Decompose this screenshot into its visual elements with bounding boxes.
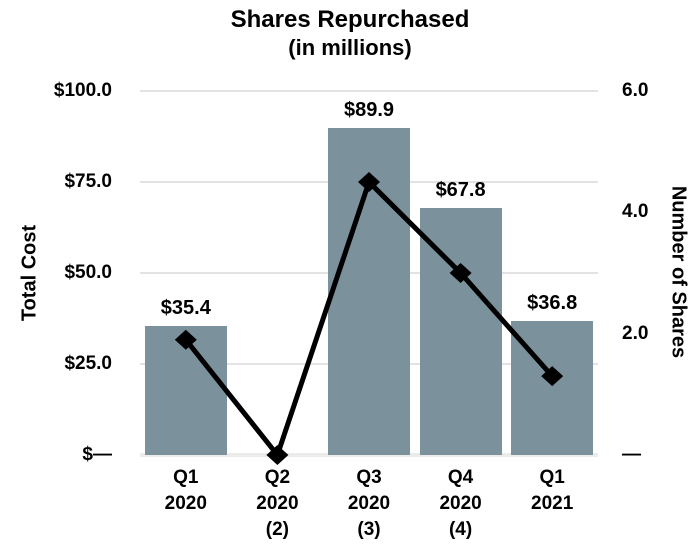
x-axis-category-label: Q4 2020 (4) <box>415 465 507 543</box>
diamond-marker <box>358 172 380 192</box>
right-axis-tick: 2.0 <box>622 322 649 344</box>
x-axis-category-label: Q1 2021 <box>506 465 598 517</box>
chart-subtitle: (in millions) <box>288 35 412 60</box>
chart-title-line: Shares Repurchased <box>230 6 470 33</box>
right-axis-tick: 6.0 <box>622 80 649 101</box>
x-axis-category-label: Q2 2020 (2) <box>231 465 323 543</box>
diamond-marker <box>266 445 289 465</box>
gridline <box>140 90 598 92</box>
gridline <box>140 453 598 457</box>
bar-data-label: $89.9 <box>343 98 395 121</box>
bar-data-label: $67.8 <box>435 179 486 202</box>
x-axis-label-line: Q1 <box>539 467 565 488</box>
x-axis-label-line: 2020 <box>347 493 391 514</box>
plot-area: $35.4 $89.9 $67.8 $36.8 <box>140 90 598 465</box>
bar-data-label: $36.8 <box>527 292 578 315</box>
right-axis-tick: — <box>622 444 641 465</box>
x-axis-label-line: (2) <box>265 519 289 540</box>
x-axis-category-label: Q3 2020 (3) <box>323 465 415 543</box>
chart-title: Shares Repurchased (in millions) <box>0 5 700 61</box>
x-axis-label-line: 2020 <box>439 493 482 514</box>
x-axis-category-label: Q1 2020 <box>140 465 232 517</box>
x-axis-label-line: 2020 <box>164 493 207 514</box>
x-axis-label-line: 2020 <box>256 493 299 514</box>
bar-data-label: $35.4 <box>160 297 211 320</box>
diamond-marker <box>541 366 564 387</box>
left-axis-tick: $50.0 <box>64 262 112 283</box>
left-axis-tick: $25.0 <box>64 353 112 374</box>
left-axis-tick: $— <box>82 444 112 465</box>
right-axis-tick: 4.0 <box>622 201 649 223</box>
left-axis-tick: $100.0 <box>53 80 112 101</box>
x-axis-label-line: Q2 <box>264 467 291 488</box>
x-axis-label-line: (3) <box>357 519 381 540</box>
diamond-marker <box>174 329 197 350</box>
x-axis-label-line: Q3 <box>356 467 382 488</box>
number-of-shares-line <box>174 172 564 465</box>
left-axis-tick: $75.0 <box>64 171 112 192</box>
x-axis-label-line: (4) <box>448 519 473 540</box>
x-axis-label-line: Q1 <box>173 467 199 488</box>
diamond-marker <box>449 263 472 283</box>
x-axis-label-line: 2021 <box>531 493 574 514</box>
x-axis-label-line: Q4 <box>447 467 474 488</box>
